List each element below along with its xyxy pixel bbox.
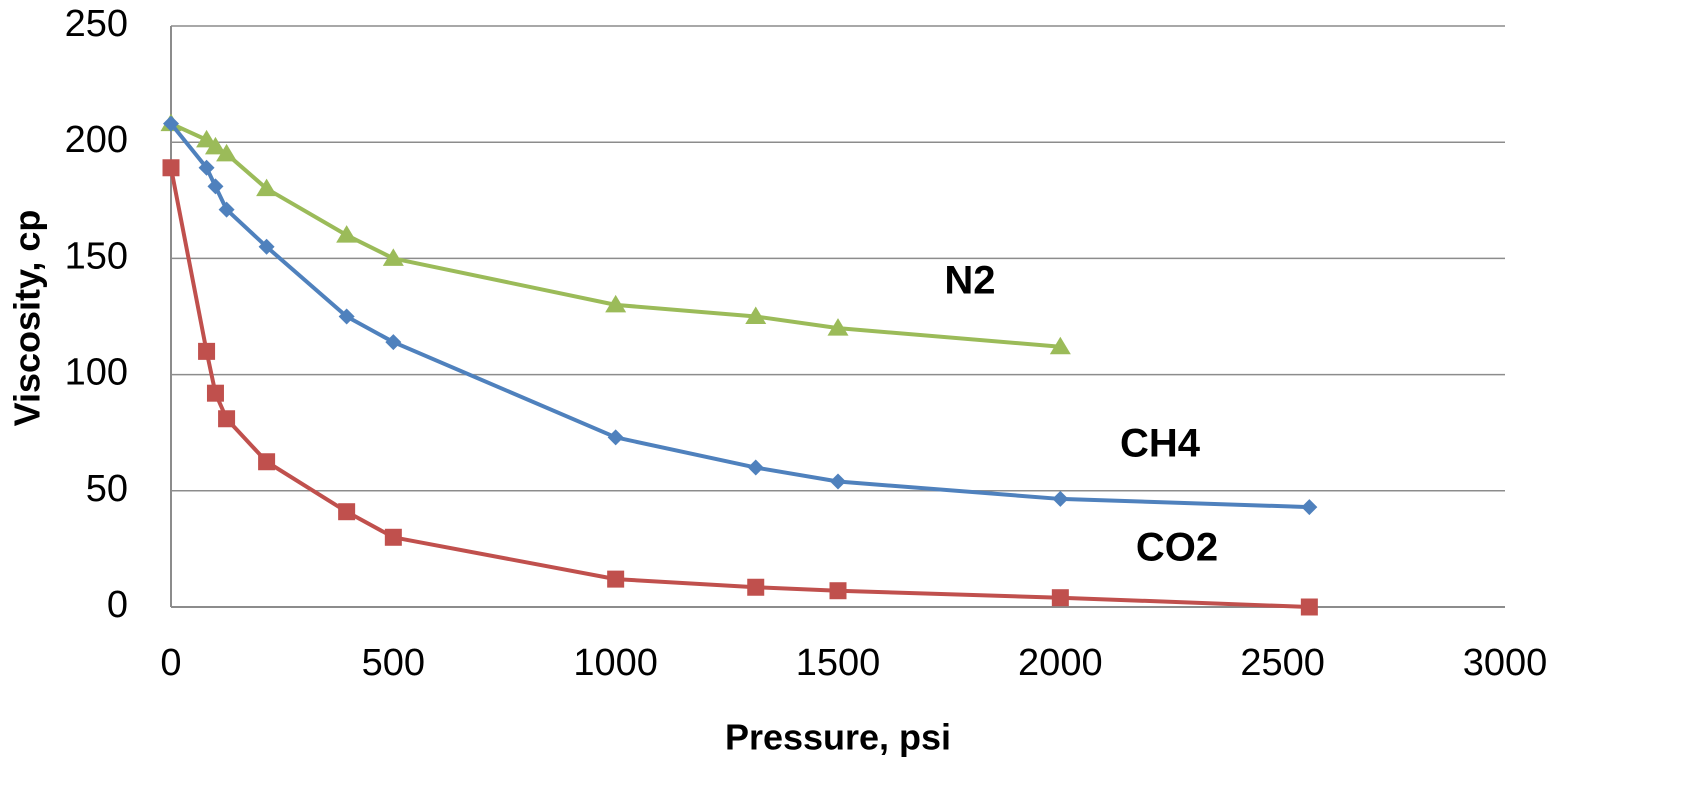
x-tick-label: 3000 — [1463, 642, 1548, 684]
data-point-co2 — [258, 453, 276, 471]
x-axis-title: Pressure, psi — [725, 717, 951, 758]
data-point-co2 — [829, 582, 847, 600]
series-co2 — [162, 159, 1318, 616]
y-tick-label: 50 — [86, 468, 128, 510]
x-tick-label: 1000 — [573, 642, 658, 684]
data-point-n2 — [827, 318, 849, 336]
data-point-co2 — [1300, 598, 1318, 616]
series-label-n2: N2 — [944, 259, 995, 303]
data-point-ch4 — [207, 178, 224, 195]
data-point-ch4 — [1301, 499, 1318, 516]
data-point-n2 — [1049, 336, 1071, 355]
data-point-co2 — [384, 528, 402, 546]
series-line-n2 — [170, 121, 1061, 349]
data-point-n2 — [256, 178, 278, 197]
data-point-co2 — [1051, 589, 1069, 607]
series-ch4 — [163, 115, 1318, 516]
data-point-n2 — [745, 306, 767, 324]
y-tick-label: 200 — [65, 119, 128, 161]
data-point-ch4 — [607, 429, 624, 446]
data-point-co2 — [747, 578, 765, 596]
x-tick-label: 500 — [362, 642, 425, 684]
data-point-co2 — [607, 570, 625, 588]
data-point-ch4 — [163, 115, 179, 132]
y-tick-label: 250 — [65, 3, 128, 45]
x-tick-label: 2000 — [1018, 642, 1103, 684]
axis-layer — [170, 26, 1505, 608]
data-point-ch4 — [338, 308, 355, 325]
data-point-ch4 — [218, 201, 235, 218]
data-point-ch4 — [747, 459, 764, 476]
series-label-ch4: CH4 — [1120, 422, 1201, 466]
data-point-ch4 — [1052, 490, 1069, 507]
y-tick-label: 0 — [107, 584, 128, 626]
x-tick-label: 2500 — [1240, 642, 1325, 684]
data-point-n2 — [204, 136, 226, 155]
data-point-co2 — [198, 342, 216, 360]
y-axis-title: Viscosity, cp — [7, 210, 48, 427]
series-n2 — [160, 113, 1071, 355]
series-label-co2: CO2 — [1136, 526, 1218, 570]
x-tick-label: 1500 — [796, 642, 881, 684]
data-point-co2 — [206, 384, 224, 402]
data-point-co2 — [218, 410, 236, 428]
data-point-n2 — [336, 225, 358, 243]
y-tick-label: 150 — [65, 235, 128, 277]
data-point-ch4 — [385, 334, 402, 351]
series-layer — [160, 113, 1318, 616]
series-label-layer: N2 CH4 CO2 — [944, 259, 1218, 570]
y-tick-label: 100 — [65, 352, 128, 394]
data-point-ch4 — [830, 473, 846, 490]
x-tick-label: 0 — [160, 642, 181, 684]
data-point-co2 — [338, 503, 356, 521]
data-point-n2 — [605, 294, 627, 313]
data-point-n2 — [382, 248, 404, 266]
data-point-co2 — [162, 159, 180, 177]
data-point-ch4 — [198, 159, 215, 176]
data-point-ch4 — [258, 238, 275, 255]
grid-layer — [171, 25, 1505, 492]
data-point-n2 — [216, 143, 238, 162]
